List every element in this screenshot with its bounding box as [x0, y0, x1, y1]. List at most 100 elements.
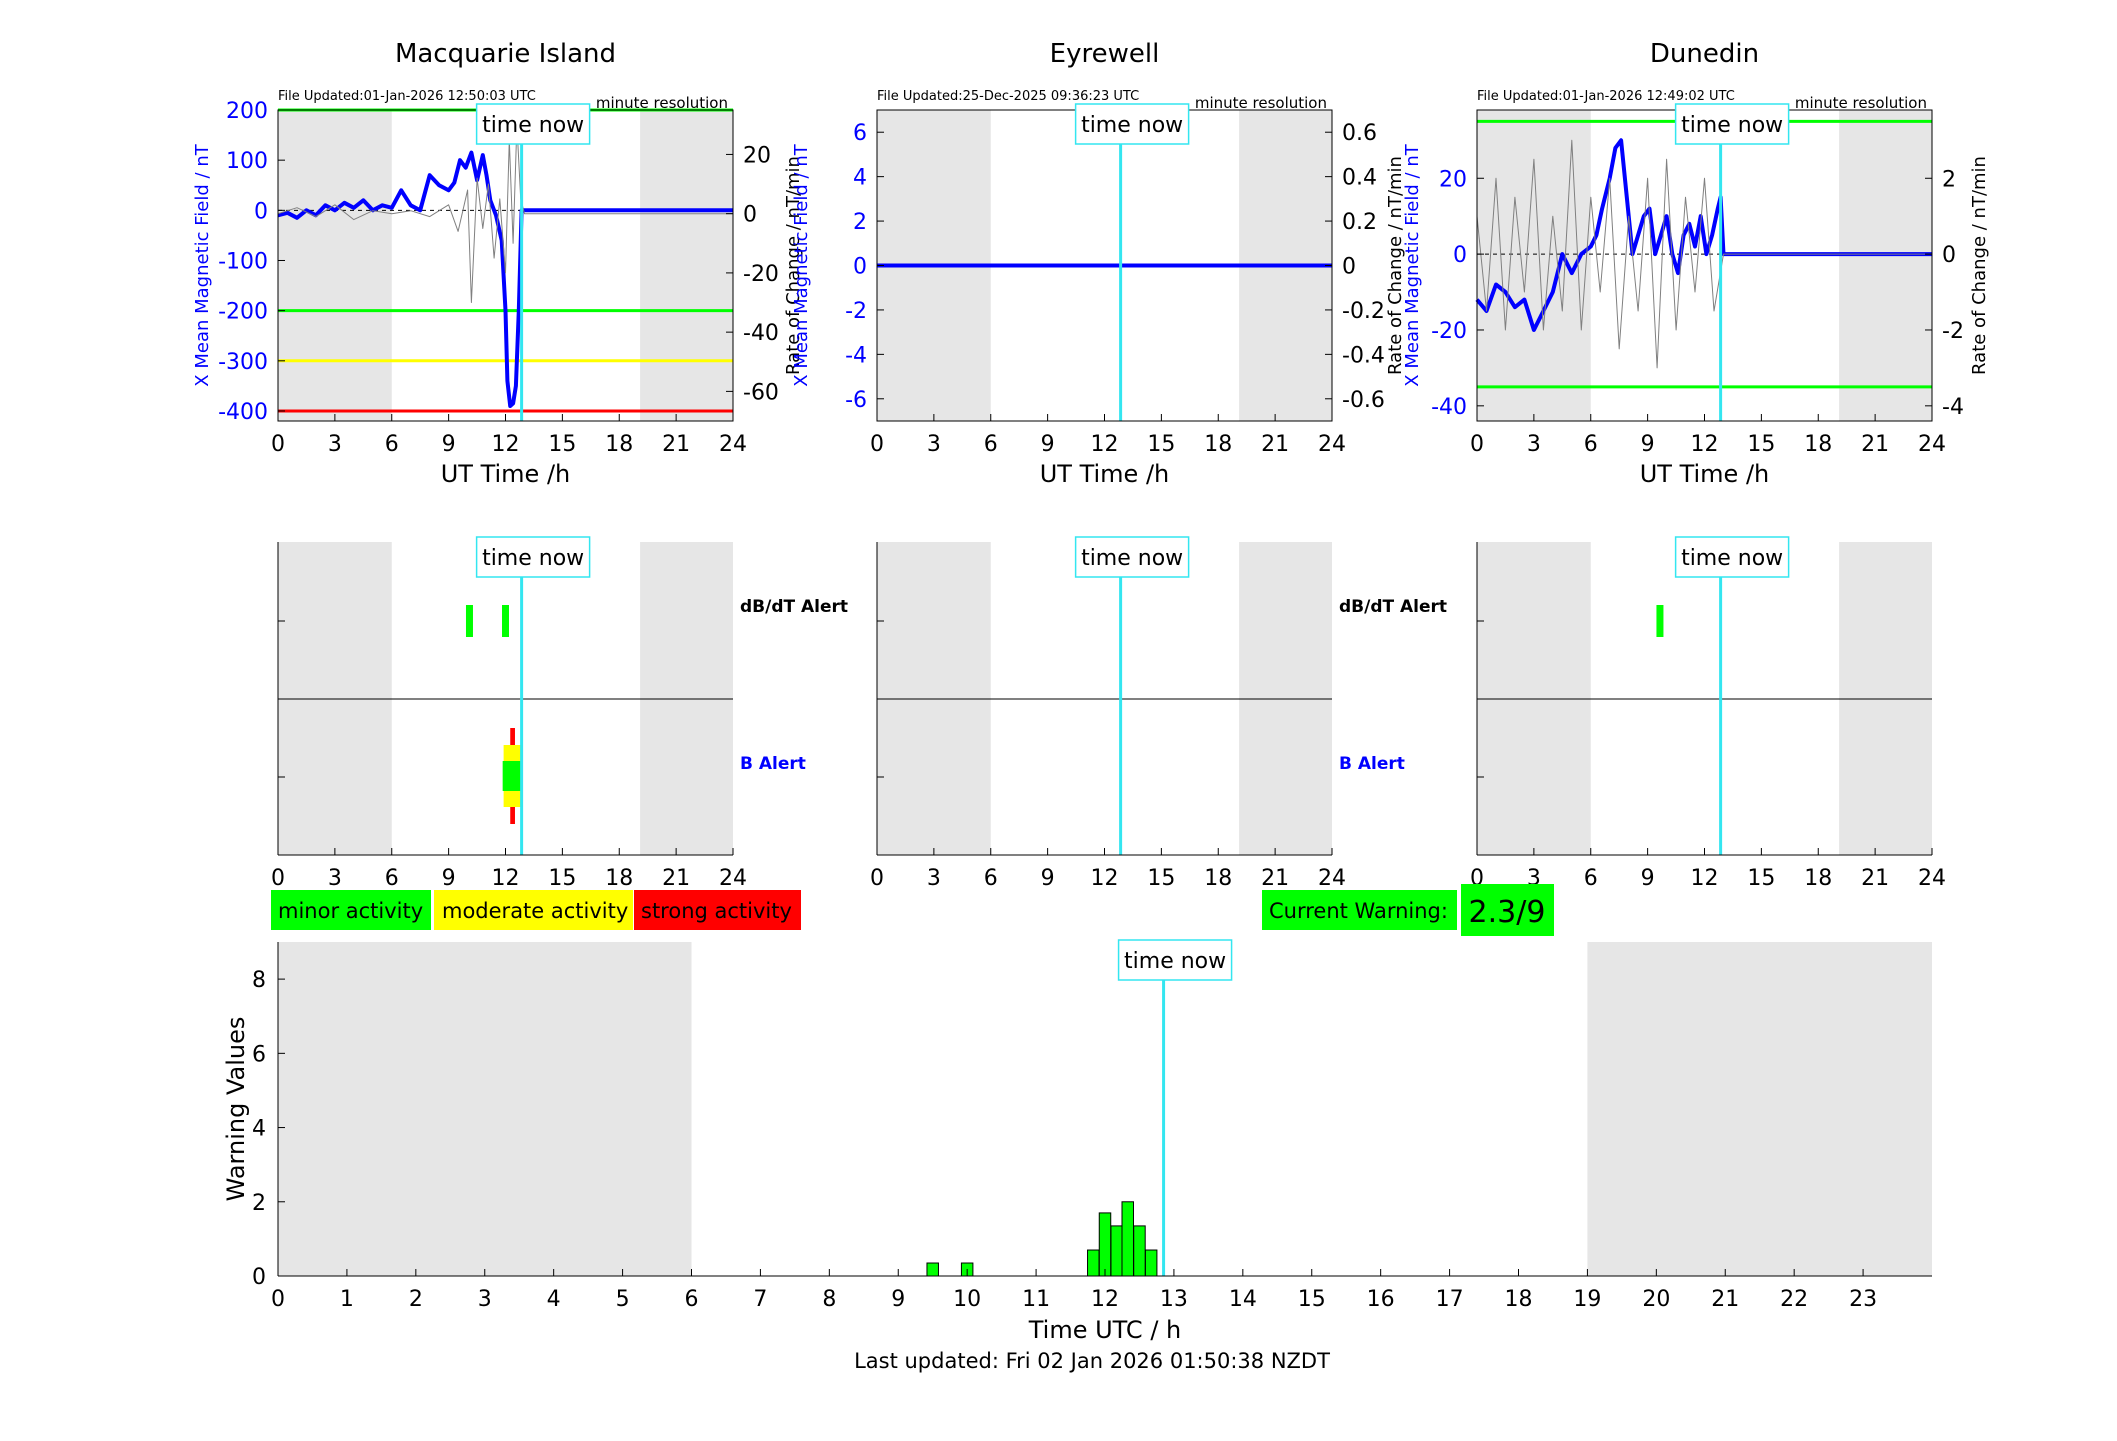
night-band — [1839, 110, 1932, 421]
y-tick-label-left: 0 — [254, 199, 268, 224]
y-axis-label-left: X Mean Magnetic Field / nT — [192, 143, 213, 386]
x-tick-label: 20 — [1642, 1287, 1670, 1312]
x-tick-label: 18 — [605, 432, 633, 457]
y-tick-label-right: 0.2 — [1342, 210, 1377, 235]
y-tick-label-left: -200 — [218, 300, 268, 325]
y-tick-label-left: -300 — [218, 350, 268, 375]
legend-strong: strong activity — [641, 899, 792, 923]
x-tick-label: 9 — [891, 1287, 905, 1312]
time-now-label: time now — [482, 113, 584, 138]
warning-bar — [926, 1262, 939, 1277]
rate-of-change-line — [1476, 139, 1932, 369]
legend-strong-box — [634, 890, 801, 930]
current-warning-value-box — [1461, 884, 1554, 936]
night-band — [278, 110, 392, 421]
x-tick-label: 19 — [1573, 1287, 1601, 1312]
x-tick-label: 6 — [685, 1287, 699, 1312]
y-tick-label: 8 — [252, 968, 266, 993]
y-axis-label: Warning Values — [222, 1017, 250, 1202]
y-axis-label-right: Rate of Change / nT/min — [1385, 156, 1406, 375]
x-tick-label: 24 — [1918, 866, 1946, 891]
warning-bar — [1087, 1249, 1100, 1277]
x-tick-label: 2 — [409, 1287, 423, 1312]
dbdt-alert-mark — [1656, 605, 1664, 637]
x-tick-label: 9 — [442, 866, 456, 891]
x-tick-label: 12 — [1691, 866, 1719, 891]
x-tick-label: 9 — [1041, 432, 1055, 457]
panel-title: Eyrewell — [1050, 39, 1160, 69]
night-band — [1587, 942, 1932, 1276]
y-tick-label-right: 0 — [1942, 243, 1956, 268]
time-now-label-box — [1674, 103, 1790, 145]
legend-minor-box — [271, 890, 431, 930]
y-tick-label: 4 — [252, 1117, 266, 1142]
x-tick-label: 15 — [548, 432, 576, 457]
legend-minor: minor activity — [278, 899, 423, 923]
x-tick-label: 0 — [870, 866, 884, 891]
panel-title: Macquarie Island — [395, 39, 616, 69]
y-tick-label-left: -20 — [1431, 319, 1467, 344]
resolution-label: minute resolution — [596, 94, 728, 112]
x-tick-label: 18 — [1804, 866, 1832, 891]
x-tick-label: 15 — [1147, 866, 1175, 891]
time-now-label: time now — [1081, 113, 1183, 138]
x-tick-label: 6 — [1584, 866, 1598, 891]
x-tick-label: 3 — [927, 866, 941, 891]
resolution-label: minute resolution — [1195, 94, 1327, 112]
dbdt-alert-label: dB/dT Alert — [1339, 597, 1447, 617]
x-tick-label: 15 — [1747, 866, 1775, 891]
y-tick-label: 6 — [252, 1042, 266, 1067]
time-now-label: time now — [1081, 546, 1183, 571]
y-tick-label-left: 4 — [853, 166, 867, 191]
x-tick-label: 6 — [984, 432, 998, 457]
x-tick-label: 13 — [1160, 1287, 1188, 1312]
legend-moderate: moderate activity — [442, 899, 628, 923]
x-tick-label: 3 — [328, 866, 342, 891]
x-tick-label: 18 — [605, 866, 633, 891]
y-tick-label-left: 100 — [226, 149, 268, 174]
y-tick-label-right: -40 — [743, 321, 779, 346]
magnetic-panel-0 — [277, 108, 734, 422]
x-tick-label: 12 — [1691, 432, 1719, 457]
time-now-label: time now — [482, 546, 584, 571]
b-alert-mark — [502, 761, 522, 791]
magnetic-panel-2 — [1475, 109, 1933, 422]
x-tick-label: 17 — [1436, 1287, 1464, 1312]
x-tick-label: 9 — [1041, 866, 1055, 891]
x-tick-label: 18 — [1204, 432, 1232, 457]
x-tick-label: 14 — [1229, 1287, 1257, 1312]
x-tick-label: 4 — [547, 1287, 561, 1312]
x-tick-label: 21 — [1861, 432, 1889, 457]
time-now-label: time now — [1681, 113, 1783, 138]
time-now-label-box — [1117, 939, 1233, 981]
x-tick-label: 0 — [271, 866, 285, 891]
time-now-label-box — [475, 103, 591, 145]
x-tick-label: 9 — [442, 432, 456, 457]
y-tick-label-left: -6 — [845, 388, 867, 413]
y-tick-label-right: -0.2 — [1342, 299, 1385, 324]
warning-bar — [1110, 1225, 1123, 1277]
x-tick-label: 24 — [719, 432, 747, 457]
night-band — [640, 110, 733, 421]
x-tick-label: 21 — [662, 866, 690, 891]
y-tick-label: 2 — [252, 1191, 266, 1216]
x-tick-label: 0 — [271, 1287, 285, 1312]
time-now-label: time now — [1681, 546, 1783, 571]
x-tick-label: 10 — [953, 1287, 981, 1312]
x-tick-label: 15 — [1298, 1287, 1326, 1312]
last-updated: Last updated: Fri 02 Jan 2026 01:50:38 N… — [854, 1349, 1330, 1373]
x-tick-label: 6 — [385, 432, 399, 457]
x-tick-label: 15 — [548, 866, 576, 891]
y-tick-label-right: -60 — [743, 380, 779, 405]
x-tick-label: 15 — [1147, 432, 1175, 457]
warning-bar — [1098, 1212, 1112, 1277]
y-tick-label-left: -4 — [845, 343, 867, 368]
current-warning-box — [1262, 890, 1457, 930]
x-tick-label: 22 — [1780, 1287, 1808, 1312]
y-tick-label-right: -0.4 — [1342, 343, 1385, 368]
file-updated: File Updated:25-Dec-2025 09:36:23 UTC — [877, 89, 1139, 104]
y-tick-label-left: -400 — [218, 400, 268, 425]
x-tick-label: 21 — [662, 432, 690, 457]
y-tick-label-right: 2 — [1942, 167, 1956, 192]
